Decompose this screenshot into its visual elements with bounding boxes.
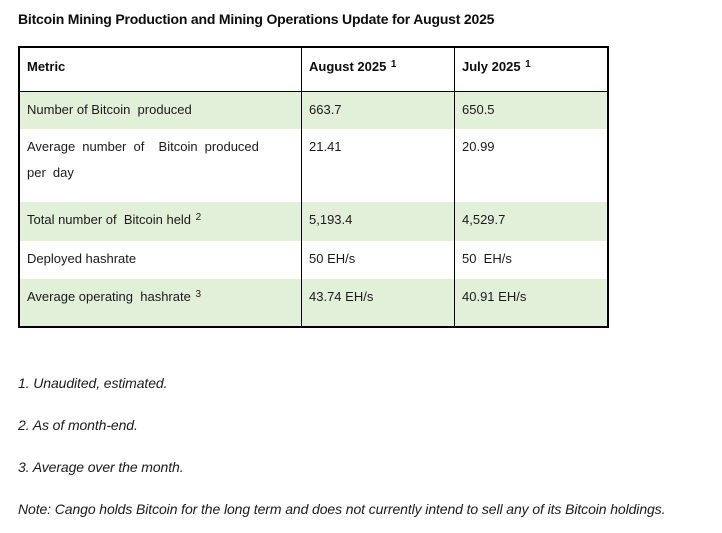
august-value-cell: 21.41 bbox=[301, 129, 455, 202]
july-value: 4,529.7 bbox=[462, 212, 506, 227]
note-line: Note: Cango holds Bitcoin for the long t… bbox=[18, 501, 666, 517]
column-header-metric: Metric bbox=[19, 47, 302, 92]
metric-label: Number of Bitcoin produced bbox=[27, 101, 192, 117]
footnotes-section: 1. Unaudited, estimated. 2. As of month-… bbox=[18, 374, 704, 518]
july-value: 50 EH/s bbox=[462, 251, 512, 266]
metric-label: Average number of Bitcoin produced per d… bbox=[27, 139, 259, 180]
august-value-cell: 50 EH/s bbox=[301, 241, 455, 279]
august-value-cell: 5,193.4 bbox=[301, 202, 455, 241]
august-value: 5,193.4 bbox=[309, 212, 353, 227]
august-value-cell: 663.7 bbox=[301, 91, 455, 129]
august-value: 21.41 bbox=[309, 139, 342, 154]
table-row-avg-operating-hashrate: Average operating hashrate 3 43.74 EH/s … bbox=[19, 279, 608, 327]
august-value-cell: 43.74 EH/s bbox=[301, 279, 455, 327]
august-value: 663.7 bbox=[309, 101, 342, 117]
document-page: Bitcoin Mining Production and Mining Ope… bbox=[18, 11, 704, 518]
footnote-1: 1. Unaudited, estimated. bbox=[18, 375, 168, 391]
metric-cell: Average number of Bitcoin produced per d… bbox=[19, 129, 302, 202]
july-value-cell: 40.91 EH/s bbox=[454, 279, 608, 327]
metric-label: Deployed hashrate bbox=[27, 251, 137, 266]
table-header-row: Metric August 2025 1 July 2025 1 bbox=[19, 47, 608, 92]
metric-cell: Number of Bitcoin produced bbox=[19, 91, 302, 129]
footnote-marker-1: 1 bbox=[525, 59, 531, 70]
metric-cell: Total number of Bitcoin held 2 bbox=[19, 202, 302, 241]
column-header-august-label: August 2025 bbox=[309, 59, 390, 74]
july-value: 40.91 EH/s bbox=[462, 289, 527, 304]
footnote-marker-3: 3 bbox=[195, 289, 201, 300]
july-value-cell: 650.5 bbox=[454, 91, 608, 129]
table-row-bitcoin-produced: Number of Bitcoin produced 663.7 650.5 bbox=[19, 91, 608, 129]
mining-update-table: Metric August 2025 1 July 2025 1 Number … bbox=[18, 46, 609, 328]
august-value: 50 EH/s bbox=[309, 251, 356, 266]
metric-label: Average operating hashrate bbox=[27, 289, 195, 304]
july-value-cell: 4,529.7 bbox=[454, 202, 608, 241]
footnote-marker-2: 2 bbox=[195, 212, 202, 223]
july-value: 650.5 bbox=[462, 101, 495, 117]
table-row-total-bitcoin-held: Total number of Bitcoin held 2 5,193.4 4… bbox=[19, 202, 608, 241]
page-title: Bitcoin Mining Production and Mining Ope… bbox=[18, 11, 495, 27]
column-header-july: July 2025 1 bbox=[454, 47, 608, 92]
column-header-august: August 2025 1 bbox=[301, 47, 455, 92]
footnote-marker-1: 1 bbox=[390, 59, 397, 70]
july-value: 20.99 bbox=[462, 139, 495, 154]
footnote-2: 2. As of month-end. bbox=[18, 417, 138, 433]
column-header-metric-label: Metric bbox=[27, 59, 66, 74]
july-value-cell: 20.99 bbox=[454, 129, 608, 202]
metric-cell: Average operating hashrate 3 bbox=[19, 279, 302, 327]
footnote-3: 3. Average over the month. bbox=[18, 459, 184, 475]
july-value-cell: 50 EH/s bbox=[454, 241, 608, 279]
metric-label: Total number of Bitcoin held bbox=[27, 212, 195, 227]
metric-cell: Deployed hashrate bbox=[19, 241, 302, 279]
table-row-avg-bitcoin-per-day: Average number of Bitcoin produced per d… bbox=[19, 129, 608, 202]
august-value: 43.74 EH/s bbox=[309, 289, 374, 304]
column-header-july-label: July 2025 bbox=[462, 59, 525, 74]
table-row-deployed-hashrate: Deployed hashrate 50 EH/s 50 EH/s bbox=[19, 241, 608, 279]
